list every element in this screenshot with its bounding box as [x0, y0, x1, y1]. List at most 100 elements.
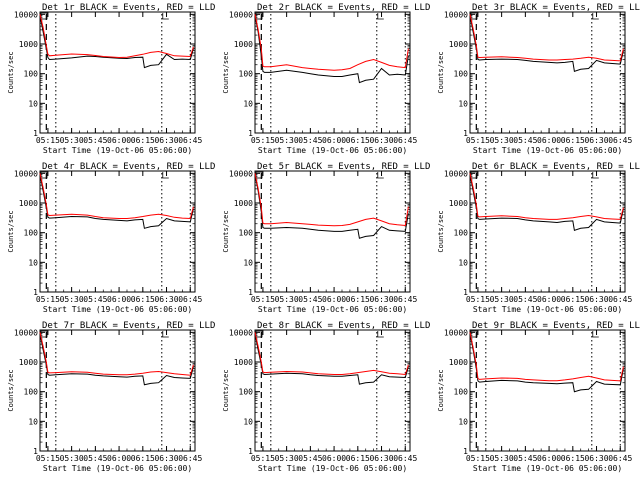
y-axis-label: Counts/sec	[222, 51, 230, 93]
x-tick-label: 05:30	[275, 295, 299, 304]
panel-title: Det 5r BLACK = Events, RED = LLD	[257, 162, 430, 172]
x-tick-label: 05:45	[83, 454, 107, 463]
events-series-line	[39, 174, 194, 229]
x-tick-label: 05:15	[466, 136, 490, 145]
events-series-line	[469, 174, 624, 231]
events-series-line	[39, 15, 194, 69]
y-tick-label: 100	[239, 388, 254, 397]
y-tick-label: 100	[239, 229, 254, 238]
x-tick-label: 06:00	[322, 136, 346, 145]
panel-title: Det 3r BLACK = Events, RED = LLD	[472, 3, 640, 13]
y-tick-label: 10	[243, 258, 253, 267]
x-tick-label: 06:00	[107, 295, 131, 304]
x-tick-label: 05:45	[83, 136, 107, 145]
corner-marker	[470, 12, 478, 20]
y-axis-label: Counts/sec	[222, 210, 230, 252]
lld-series-line	[254, 332, 409, 376]
y-tick-label: 10	[28, 99, 38, 108]
events-series-line	[254, 333, 409, 385]
bracket-marker	[377, 331, 384, 338]
x-tick-label: 06:30	[154, 454, 178, 463]
x-tick-label: 06:15	[346, 136, 370, 145]
lld-series-line	[469, 173, 624, 220]
x-axis-label: Start Time (19-Oct-06 05:06:00)	[258, 305, 407, 314]
plot-frame	[39, 329, 196, 452]
y-tick-label: 10000	[229, 328, 253, 337]
x-axis-label: Start Time (19-Oct-06 05:06:00)	[43, 464, 192, 473]
bracket-marker	[162, 331, 169, 338]
x-tick-label: 05:45	[513, 295, 537, 304]
x-tick-label: 05:30	[490, 454, 514, 463]
panel-title: Det 1r BLACK = Events, RED = LLD	[42, 3, 215, 13]
y-tick-label: 100	[24, 388, 39, 397]
x-tick-label: 05:15	[251, 295, 275, 304]
bracket-marker	[592, 172, 599, 179]
x-tick-label: 05:30	[275, 454, 299, 463]
bracket-marker	[377, 172, 384, 179]
x-tick-label: 06:45	[393, 295, 417, 304]
y-tick-label: 100	[454, 388, 469, 397]
y-tick-label: 1	[463, 288, 468, 297]
y-tick-label: 1000	[449, 40, 468, 49]
bracket-marker	[162, 13, 169, 20]
x-tick-label: 06:30	[154, 295, 178, 304]
y-tick-label: 100	[454, 229, 469, 238]
y-tick-label: 10000	[14, 10, 38, 19]
x-tick-label: 06:00	[537, 454, 561, 463]
x-tick-label: 06:15	[561, 295, 585, 304]
y-tick-label: 1	[248, 288, 253, 297]
bracket-marker	[162, 172, 169, 179]
x-tick-label: 05:15	[36, 454, 60, 463]
y-tick-label: 10	[458, 417, 468, 426]
y-tick-label: 1000	[19, 199, 38, 208]
x-tick-label: 06:30	[584, 295, 608, 304]
x-tick-label: 06:45	[178, 454, 202, 463]
corner-marker	[255, 330, 263, 338]
plot-frame	[39, 11, 196, 134]
x-tick-label: 06:30	[154, 136, 178, 145]
x-tick-label: 05:15	[251, 454, 275, 463]
y-tick-label: 10	[458, 99, 468, 108]
lld-series-line	[469, 14, 624, 62]
plot-frame	[469, 11, 626, 134]
bracket-marker	[377, 13, 384, 20]
y-axis-label: Counts/sec	[7, 210, 15, 252]
lld-series-line	[254, 173, 409, 227]
x-tick-label: 06:15	[561, 454, 585, 463]
events-series-line	[469, 333, 624, 393]
x-tick-label: 05:15	[466, 295, 490, 304]
events-series-line	[39, 333, 194, 386]
lld-series-line	[254, 14, 409, 71]
y-tick-label: 1	[33, 447, 38, 456]
x-tick-label: 05:15	[466, 454, 490, 463]
x-tick-label: 06:15	[346, 295, 370, 304]
x-tick-label: 06:45	[178, 295, 202, 304]
y-tick-label: 1	[463, 447, 468, 456]
corner-marker	[40, 330, 48, 338]
x-axis-label: Start Time (19-Oct-06 05:06:00)	[43, 146, 192, 155]
x-tick-label: 05:45	[298, 295, 322, 304]
x-axis-label: Start Time (19-Oct-06 05:06:00)	[258, 146, 407, 155]
y-tick-label: 1	[463, 129, 468, 138]
y-tick-label: 10	[28, 417, 38, 426]
y-tick-label: 10000	[229, 10, 253, 19]
x-tick-label: 05:45	[513, 454, 537, 463]
panel-title: Det 7r BLACK = Events, RED = LLD	[42, 321, 215, 331]
events-series-line	[469, 15, 624, 72]
y-axis-label: Counts/sec	[7, 51, 15, 93]
x-tick-label: 06:15	[131, 136, 155, 145]
y-axis-label: Counts/sec	[437, 369, 445, 411]
y-tick-label: 1000	[234, 358, 253, 367]
x-tick-label: 06:45	[608, 136, 632, 145]
y-tick-label: 10000	[229, 169, 253, 178]
y-tick-label: 100	[454, 70, 469, 79]
x-tick-label: 06:30	[584, 136, 608, 145]
y-tick-label: 1	[248, 447, 253, 456]
y-tick-label: 1000	[449, 199, 468, 208]
y-tick-label: 1000	[234, 199, 253, 208]
y-tick-label: 10000	[14, 328, 38, 337]
panel-title: Det 8r BLACK = Events, RED = LLD	[257, 321, 430, 331]
lld-series-line	[39, 173, 194, 220]
